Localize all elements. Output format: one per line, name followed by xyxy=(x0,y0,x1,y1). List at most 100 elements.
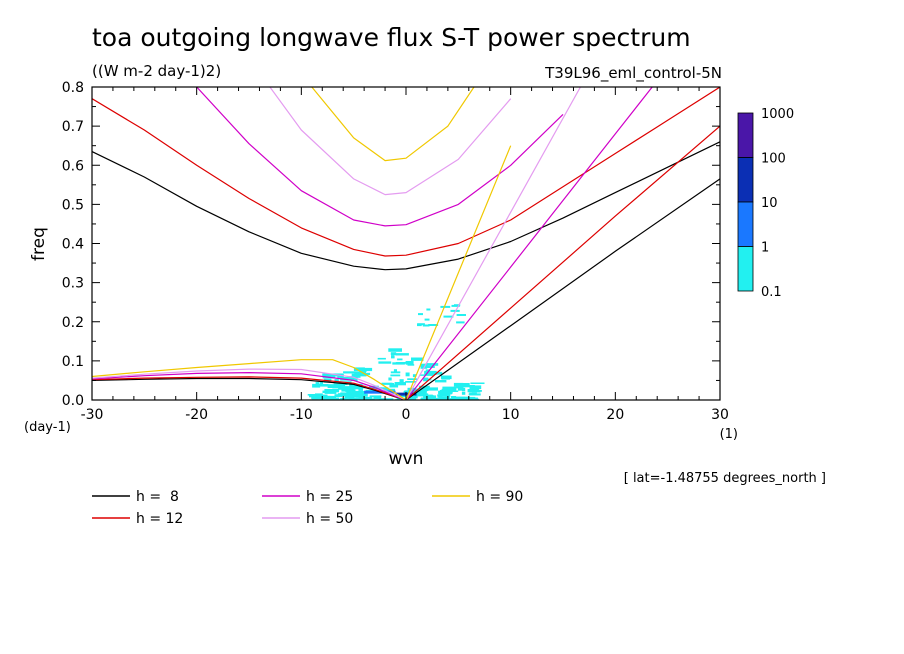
power-cell xyxy=(340,377,354,381)
power-cell xyxy=(312,383,321,388)
power-cell xyxy=(342,398,357,400)
power-cell xyxy=(405,372,410,377)
power-cell xyxy=(462,387,466,391)
power-cell xyxy=(450,396,457,399)
power-cell xyxy=(340,392,352,397)
power-cell xyxy=(438,390,453,395)
power-cell xyxy=(354,385,366,389)
curve-inertia-gravity-12 xyxy=(92,87,720,257)
power-cell xyxy=(456,386,464,389)
power-cell xyxy=(427,395,434,399)
power-cell xyxy=(425,369,430,373)
power-cell xyxy=(422,365,435,368)
power-cell xyxy=(470,382,485,384)
power-cell xyxy=(441,375,452,380)
curve-inertia-gravity-50 xyxy=(269,87,512,196)
power-cell xyxy=(377,357,386,360)
y-tick-label: 0.6 xyxy=(62,158,84,174)
curve-kelvin-50 xyxy=(405,87,582,400)
curve-inertia-gravity-90 xyxy=(311,87,475,162)
power-cell xyxy=(327,384,342,388)
power-cell xyxy=(322,373,344,377)
power-cell xyxy=(320,381,324,385)
power-cell xyxy=(355,371,361,375)
power-cell xyxy=(324,397,340,400)
power-cell xyxy=(322,395,336,398)
chart-units: ((W m-2 day-1)2) xyxy=(92,62,221,80)
power-cell xyxy=(424,318,430,321)
power-cell xyxy=(351,390,366,395)
power-cell xyxy=(411,357,424,361)
power-cell xyxy=(464,396,476,400)
power-cell xyxy=(361,396,373,400)
power-cell xyxy=(424,370,437,375)
curve-kelvin-8 xyxy=(405,178,720,400)
power-cell xyxy=(397,358,403,361)
legend-label: h = 12 xyxy=(136,511,183,527)
power-cell xyxy=(425,363,439,366)
power-cell xyxy=(408,398,416,400)
power-cell xyxy=(356,372,371,376)
power-cell xyxy=(426,308,431,311)
power-cell xyxy=(383,388,396,392)
power-cell xyxy=(393,369,397,372)
legend-label: h = 8 xyxy=(136,489,179,505)
power-cell xyxy=(407,378,417,380)
power-cell xyxy=(389,384,399,388)
y-tick-label: 0.3 xyxy=(62,276,84,292)
power-cell xyxy=(439,397,449,400)
power-spectrum-shading xyxy=(307,304,485,400)
power-cell xyxy=(339,387,354,390)
colorbar: 1000 100 10 1 0.1 xyxy=(737,107,794,300)
power-cell xyxy=(437,396,443,398)
legend-label: h = 50 xyxy=(306,511,353,527)
colorbar-swatch xyxy=(737,246,754,292)
power-cell xyxy=(350,377,358,381)
y-tick-label: 0.5 xyxy=(62,197,84,213)
colorbar-swatch xyxy=(737,157,754,203)
power-cell xyxy=(445,398,460,400)
power-cell xyxy=(421,387,429,391)
power-cell xyxy=(358,387,363,391)
colorbar-label: 1000 xyxy=(761,107,794,122)
curve-inertia-gravity-8 xyxy=(92,141,720,271)
x-tick-label: 30 xyxy=(711,407,729,423)
power-cell xyxy=(454,396,465,400)
y-tick-label: 0.2 xyxy=(62,315,84,331)
power-cell xyxy=(417,324,422,327)
power-cell xyxy=(390,371,401,374)
power-cell xyxy=(390,352,397,355)
x-units-label: (1) xyxy=(720,427,738,442)
power-cell xyxy=(378,361,392,364)
power-cell xyxy=(407,364,415,366)
power-cell xyxy=(392,362,405,365)
power-cell xyxy=(373,396,382,400)
y-axis-label: freq xyxy=(29,227,49,261)
legend-label: h = 90 xyxy=(476,489,523,505)
power-cell xyxy=(380,387,385,390)
curve-rossby-25 xyxy=(92,372,407,400)
latitude-footnote: [ lat=-1.48755 degrees_north ] xyxy=(624,471,826,486)
chart-title: toa outgoing longwave flux S-T power spe… xyxy=(92,23,691,52)
power-cell xyxy=(420,397,431,400)
colorbar-label: 0.1 xyxy=(761,285,782,300)
y-tick-label: 0.4 xyxy=(62,237,84,253)
power-cell xyxy=(416,393,429,397)
power-cell xyxy=(457,387,464,391)
power-cell xyxy=(471,389,481,393)
curve-kelvin-90 xyxy=(405,145,512,400)
curve-rossby-90 xyxy=(92,359,407,400)
power-cell xyxy=(391,355,395,359)
power-cell xyxy=(390,374,401,377)
x-tick-label: 0 xyxy=(402,407,411,423)
colorbar-label: 1 xyxy=(761,241,769,256)
power-cell xyxy=(348,376,361,378)
power-cell xyxy=(378,398,394,400)
dispersion-curves xyxy=(92,87,720,400)
power-cell xyxy=(395,353,409,356)
colorbar-label: 100 xyxy=(761,152,786,167)
power-cell xyxy=(425,378,432,381)
power-cell xyxy=(322,390,331,393)
power-cell xyxy=(324,389,339,393)
